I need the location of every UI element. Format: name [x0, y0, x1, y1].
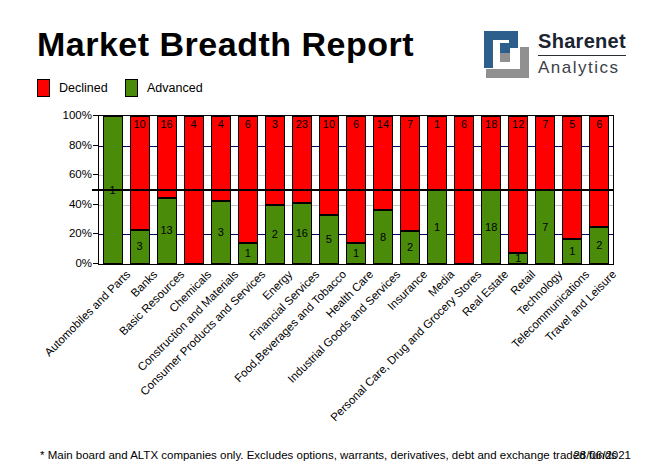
advanced-value-label: 8	[380, 232, 386, 243]
legend-label: Advanced	[147, 81, 203, 95]
y-tick-mark	[93, 263, 98, 264]
bar-segment-declined: 5	[562, 116, 582, 239]
bar-segment-declined: 14	[373, 116, 393, 210]
declined-value-label: 10	[320, 118, 338, 131]
bar-segment-advanced: 1	[562, 239, 582, 264]
bar-segment-advanced: 7	[535, 190, 555, 264]
bar-segment-declined: 3	[265, 116, 285, 205]
legend-swatch	[37, 79, 50, 97]
declined-value-label: 14	[374, 118, 392, 131]
bar-segment-advanced: 2	[589, 227, 609, 264]
bar-segment-declined: 6	[346, 116, 366, 243]
advanced-value-label: 16	[296, 228, 308, 239]
x-tick-label: Automobiles and Parts	[42, 268, 132, 358]
bar-segment-declined: 6	[589, 116, 609, 227]
advanced-value-label: 2	[596, 240, 602, 251]
bar-segment-declined: 18	[481, 116, 501, 190]
declined-value-label: 3	[266, 118, 284, 131]
advanced-value-label: 5	[326, 234, 332, 245]
plot-area: 1103161344361322316105611487211618181217…	[98, 115, 614, 265]
advanced-value-label: 18	[485, 222, 497, 233]
bar-segment-declined: 16	[157, 116, 177, 198]
gridline-50	[92, 189, 613, 191]
bar-segment-advanced: 13	[157, 198, 177, 264]
bar-segment-declined: 4	[211, 116, 231, 201]
advanced-value-label: 1	[515, 253, 521, 264]
y-tick-mark	[93, 204, 98, 205]
legend-item-declined: Declined	[37, 79, 108, 97]
y-tick-label: 40%	[48, 198, 92, 210]
y-tick-mark	[93, 174, 98, 175]
advanced-value-label: 2	[407, 242, 413, 253]
bar-segment-declined: 7	[535, 116, 555, 190]
declined-value-label: 6	[590, 118, 608, 131]
legend-item-advanced: Advanced	[125, 79, 203, 97]
advanced-value-label: 1	[245, 248, 251, 259]
bar-segment-advanced: 1	[508, 253, 528, 264]
legend-swatch	[125, 79, 138, 97]
declined-value-label: 18	[482, 118, 500, 131]
bar-segment-declined: 10	[130, 116, 150, 230]
bar-segment-advanced: 5	[319, 215, 339, 264]
declined-value-label: 12	[509, 118, 527, 131]
advanced-value-label: 1	[569, 246, 575, 257]
logo-name: Sharenet	[538, 30, 626, 56]
report-date: 28/06/2021	[573, 449, 631, 461]
bar-segment-advanced: 18	[481, 190, 501, 264]
legend-label: Declined	[59, 81, 108, 95]
advanced-value-label: 1	[353, 248, 359, 259]
page-title: Market Breadth Report	[37, 25, 414, 64]
declined-value-label: 10	[131, 118, 149, 131]
y-tick-mark	[93, 115, 98, 116]
declined-value-label: 6	[455, 118, 473, 131]
y-tick-mark	[93, 145, 98, 146]
bar-segment-advanced: 1	[238, 243, 258, 264]
declined-value-label: 6	[239, 118, 257, 131]
declined-value-label: 1	[428, 118, 446, 131]
declined-value-label: 7	[401, 118, 419, 131]
bar-segment-advanced: 3	[211, 201, 231, 264]
declined-value-label: 4	[212, 118, 230, 131]
logo-text: Sharenet Analytics	[538, 30, 626, 78]
bar-segment-declined: 10	[319, 116, 339, 215]
bar-segment-advanced: 1	[427, 190, 447, 264]
advanced-value-label: 3	[137, 241, 143, 252]
bar-segment-declined: 6	[238, 116, 258, 243]
declined-value-label: 6	[347, 118, 365, 131]
y-tick-label: 0%	[48, 257, 92, 269]
declined-value-label: 5	[563, 118, 581, 131]
advanced-value-label: 2	[272, 229, 278, 240]
declined-value-label: 4	[185, 118, 203, 131]
y-tick-label: 20%	[48, 227, 92, 239]
footnote: * Main board and ALTX companies only. Ex…	[40, 449, 617, 461]
logo-sub: Analytics	[538, 56, 626, 78]
bar-segment-advanced: 8	[373, 210, 393, 264]
declined-value-label: 23	[293, 118, 311, 131]
bar-segment-declined: 7	[400, 116, 420, 231]
y-tick-label: 60%	[48, 168, 92, 180]
sharenet-logo: Sharenet Analytics	[483, 30, 626, 78]
advanced-value-label: 1	[434, 222, 440, 233]
bar-segment-advanced: 2	[400, 231, 420, 264]
y-tick-mark	[93, 233, 98, 234]
bar-segment-advanced: 2	[265, 205, 285, 264]
advanced-value-label: 7	[542, 222, 548, 233]
declined-value-label: 16	[158, 118, 176, 131]
bar-segment-advanced: 16	[292, 203, 312, 264]
bar-segment-advanced: 3	[130, 230, 150, 264]
market-breadth-report: Market Breadth Report Sharenet Analytics…	[0, 0, 655, 470]
sharenet-logo-icon	[483, 30, 529, 78]
declined-value-label: 7	[536, 118, 554, 131]
advanced-value-label: 13	[160, 225, 172, 236]
bar-segment-declined: 12	[508, 116, 528, 253]
y-tick-label: 80%	[48, 139, 92, 151]
bar-segment-declined: 1	[427, 116, 447, 190]
bar-segment-advanced: 1	[346, 243, 366, 264]
advanced-value-label: 3	[218, 227, 224, 238]
y-tick-label: 100%	[48, 109, 92, 121]
